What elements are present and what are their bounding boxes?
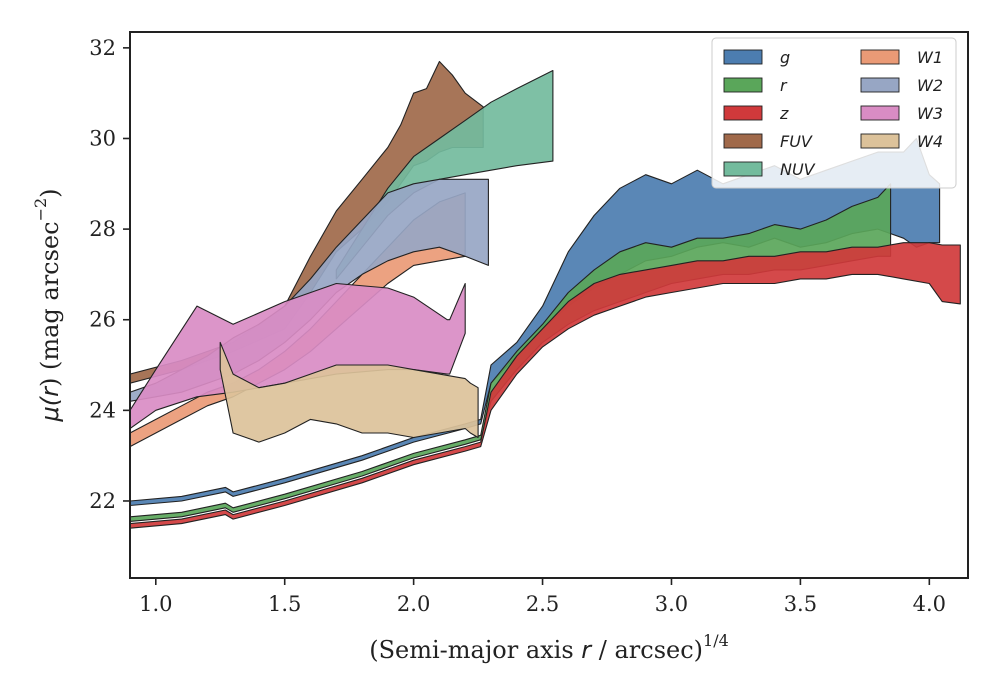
- y-axis-label-variable: r: [36, 385, 64, 397]
- legend-swatch: [860, 133, 900, 149]
- legend-swatch: [723, 49, 763, 65]
- x-tick-label: 1.0: [139, 592, 172, 616]
- x-tick-label: 2.0: [397, 592, 430, 616]
- x-tick-label: 1.5: [268, 592, 301, 616]
- profile-areas: [130, 60, 961, 529]
- legend-entry-w3: W3: [860, 104, 943, 123]
- legend-entry-w2: W2: [860, 76, 943, 95]
- legend-label: W3: [917, 104, 943, 123]
- y-axis-label-part: μ(: [36, 395, 64, 422]
- band-w4: [219, 341, 479, 443]
- legend-label: NUV: [780, 160, 816, 179]
- x-tick-label: 4.0: [913, 592, 946, 616]
- band-z: [130, 242, 961, 529]
- legend-label: g: [780, 48, 790, 67]
- legend: grz FUV NUV W1 W2 W3 W4: [711, 37, 957, 189]
- x-axis-label: (Semi-major axis r / arcsec)1/4: [369, 631, 729, 664]
- legend-label: FUV: [780, 132, 813, 151]
- legend-label: r: [780, 76, 788, 95]
- legend-entry-fuv: FUV: [723, 132, 813, 151]
- legend-label: z: [779, 104, 789, 123]
- x-axis-label-part: / arcsec): [591, 636, 703, 664]
- legend-swatch: [860, 105, 900, 121]
- legend-swatch: [723, 161, 763, 177]
- legend-box: [711, 37, 957, 189]
- y-tick-label: 26: [89, 308, 116, 332]
- y-axis-label-part: ) (mag arcsec: [36, 221, 64, 387]
- y-tick-label: 28: [89, 217, 116, 241]
- x-tick-label: 3.5: [784, 592, 817, 616]
- y-axis-label-close: ): [36, 188, 64, 197]
- y-tick-label: 24: [89, 398, 116, 422]
- legend-swatch: [723, 77, 763, 93]
- legend-entry-w1: W1: [860, 48, 943, 67]
- y-tick-label: 22: [89, 489, 116, 513]
- legend-swatch: [723, 133, 763, 149]
- legend-entry-nuv: NUV: [723, 160, 816, 179]
- legend-label: W1: [917, 48, 943, 67]
- legend-entry-z: z: [723, 104, 789, 123]
- legend-entry-g: g: [723, 48, 790, 67]
- x-axis-label-exponent: 1/4: [703, 631, 729, 650]
- y-tick-label: 30: [89, 126, 116, 150]
- legend-entry-w4: W4: [860, 132, 943, 151]
- y-tick-label: 32: [89, 36, 116, 60]
- x-axis-label-variable: r: [581, 636, 593, 664]
- x-axis-label-part: (Semi-major axis: [369, 636, 581, 664]
- legend-swatch: [860, 77, 900, 93]
- x-tick-label: 2.5: [526, 592, 559, 616]
- legend-swatch: [723, 105, 763, 121]
- axis-ticks: 1.0 1.5 2.0 2.5 3.0 3.5 4.0 22 24 26 28 30 32: [89, 36, 946, 616]
- plot-frame: [129, 31, 969, 579]
- y-axis-label-exponent: −2: [31, 198, 50, 222]
- legend-label: W4: [917, 132, 943, 151]
- x-tick-label: 3.0: [655, 592, 688, 616]
- legend-swatch: [860, 49, 900, 65]
- legend-entry-r: r: [723, 76, 788, 95]
- legend-label: W2: [917, 76, 943, 95]
- y-axis-label: μ(r) (mag arcsec−2): [31, 188, 64, 422]
